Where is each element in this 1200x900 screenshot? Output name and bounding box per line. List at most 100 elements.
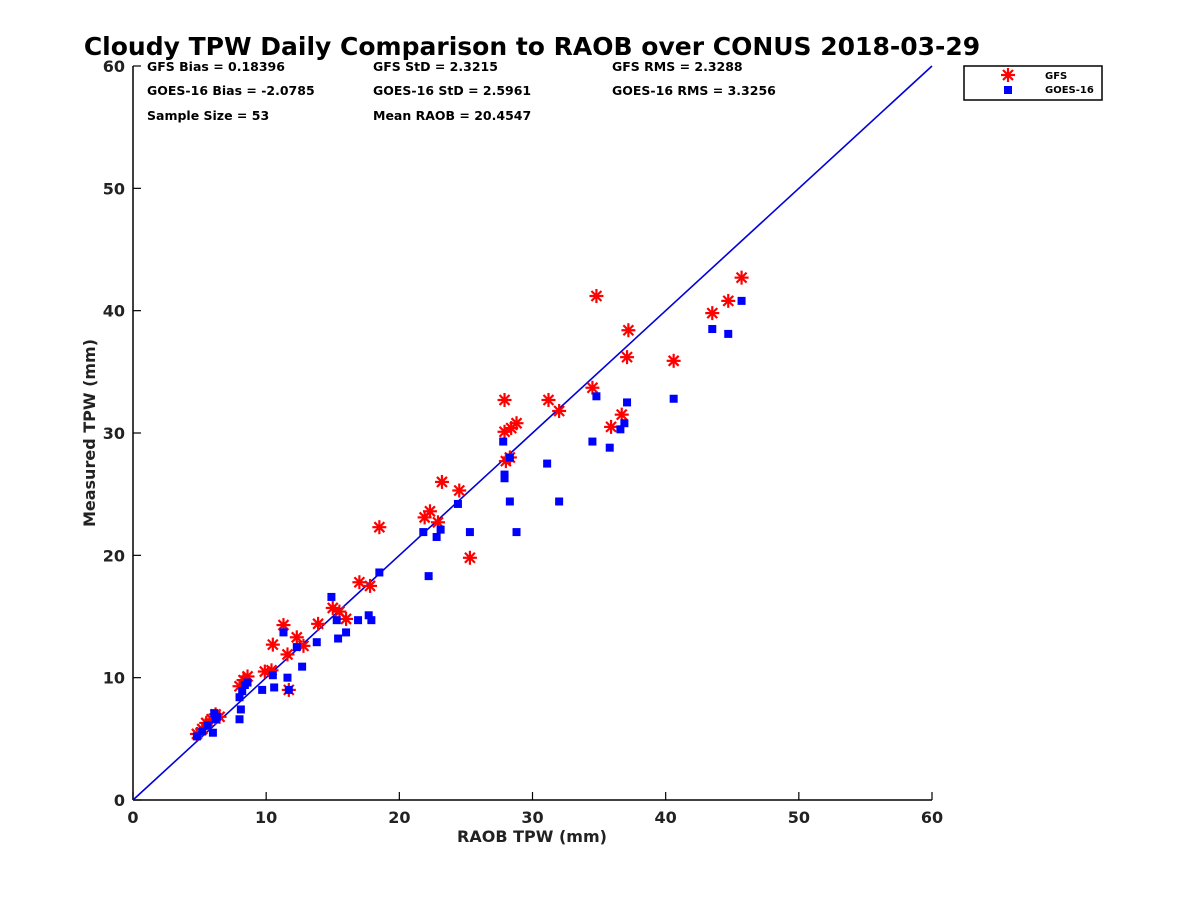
gfs-point xyxy=(604,419,619,434)
goes-16-point xyxy=(283,673,292,682)
goes-16-point xyxy=(354,616,363,625)
gfs-point xyxy=(430,515,445,530)
gfs-point xyxy=(265,637,280,652)
goes-16-point xyxy=(605,443,614,452)
y-ticks: 0 10 20 30 40 50 60 xyxy=(103,57,141,810)
legend-gfs-label: GFS xyxy=(1045,71,1067,82)
goes-16-point xyxy=(724,329,733,338)
gfs-point xyxy=(621,323,636,338)
goes-16-point xyxy=(592,392,601,401)
goes-16-point xyxy=(192,732,201,741)
legend-goes-16-square xyxy=(1004,86,1012,94)
goes-rms-stat: GOES-16 RMS = 3.3256 xyxy=(612,83,776,98)
goes-16-point xyxy=(453,499,462,508)
legend-goes-16-marker xyxy=(1004,86,1012,94)
gfs-point xyxy=(705,306,720,321)
x-tick-label: 50 xyxy=(788,808,810,827)
gfs-point xyxy=(363,578,378,593)
gfs-point xyxy=(620,350,635,365)
goes-16-point xyxy=(243,678,252,687)
y-tick-label: 60 xyxy=(103,57,125,76)
goes-16-point xyxy=(505,497,514,506)
goes-16-point xyxy=(268,671,277,680)
goes-16-point xyxy=(505,453,514,462)
legend-box xyxy=(963,65,1103,101)
goes-16-point xyxy=(212,712,221,721)
goes-16-point xyxy=(235,693,244,702)
goes-16-point xyxy=(236,705,245,714)
goes-16-point xyxy=(543,459,552,468)
legend-gfs-asterisk xyxy=(1001,68,1015,82)
gfs-point xyxy=(289,630,304,645)
goes-16-series xyxy=(192,296,746,741)
gfs-point xyxy=(734,270,749,285)
y-tick-label: 10 xyxy=(103,669,125,688)
gfs-point xyxy=(462,550,477,565)
x-tick-label: 0 xyxy=(127,808,138,827)
goes-16-point xyxy=(298,662,307,671)
goes-16-point xyxy=(334,634,343,643)
y-tick-label: 30 xyxy=(103,424,125,443)
goes-16-point xyxy=(424,572,433,581)
gfs-point xyxy=(339,611,354,626)
gfs-series xyxy=(189,270,749,741)
one-to-one-line xyxy=(132,65,933,801)
gfs-point xyxy=(422,504,437,519)
goes-16-point xyxy=(555,497,564,506)
goes-16-point xyxy=(620,419,629,428)
y-tick-label: 40 xyxy=(103,302,125,321)
gfs-point xyxy=(552,403,567,418)
goes-16-point xyxy=(432,532,441,541)
goes-16-point xyxy=(588,437,597,446)
gfs-point xyxy=(434,474,449,489)
goes-16-point xyxy=(279,628,288,637)
x-tick-label: 20 xyxy=(388,808,410,827)
gfs-point xyxy=(352,575,367,590)
goes-16-point xyxy=(512,528,521,537)
goes-16-point xyxy=(623,398,632,407)
goes-16-point xyxy=(198,727,207,736)
gfs-point xyxy=(311,616,326,631)
goes-16-point xyxy=(364,611,373,620)
gfs-point xyxy=(280,647,295,662)
goes-16-point xyxy=(203,721,212,730)
goes-16-point xyxy=(375,568,384,577)
goes-16-point xyxy=(292,643,301,652)
goes-16-point xyxy=(616,425,625,434)
sample-size-stat: Sample Size = 53 xyxy=(147,108,269,123)
gfs-point xyxy=(372,520,387,535)
goes-std-stat: GOES-16 StD = 2.5961 xyxy=(373,83,531,98)
goes-16-point xyxy=(419,528,428,537)
stats-annotations: GFS Bias = 0.18396 GFS StD = 2.3215 GFS … xyxy=(147,59,776,123)
goes-16-point xyxy=(332,616,341,625)
gfs-point xyxy=(452,483,467,498)
goes-16-point xyxy=(238,687,247,696)
goes-16-point xyxy=(208,728,217,737)
legend-gfs-marker xyxy=(1001,68,1015,82)
y-tick-label: 50 xyxy=(103,179,125,198)
plot-area: 0 10 20 30 40 50 60 0 10 20 30 40 50 60 xyxy=(103,57,943,827)
x-ticks: 0 10 20 30 40 50 60 xyxy=(127,792,943,827)
y-tick-label: 0 xyxy=(114,791,125,810)
x-tick-label: 60 xyxy=(921,808,943,827)
gfs-point xyxy=(589,288,604,303)
gfs-rms-stat: GFS RMS = 2.3288 xyxy=(612,59,743,74)
goes-16-point xyxy=(284,685,293,694)
legend: GFS GOES-16 xyxy=(963,65,1103,101)
gfs-std-stat: GFS StD = 2.3215 xyxy=(373,59,498,74)
gfs-point xyxy=(721,293,736,308)
goes-16-point xyxy=(342,628,351,637)
goes-16-point xyxy=(367,616,376,625)
goes-16-point xyxy=(436,525,445,534)
goes-16-point xyxy=(500,474,509,483)
x-tick-label: 30 xyxy=(521,808,543,827)
mean-raob-stat: Mean RAOB = 20.4547 xyxy=(373,108,531,123)
gfs-point xyxy=(497,392,512,407)
goes-16-point xyxy=(499,437,508,446)
gfs-point xyxy=(541,392,556,407)
goes-bias-stat: GOES-16 Bias = -2.0785 xyxy=(147,83,315,98)
x-tick-label: 10 xyxy=(255,808,277,827)
y-axis-label: Measured TPW (mm) xyxy=(80,339,99,527)
x-tick-label: 40 xyxy=(655,808,677,827)
